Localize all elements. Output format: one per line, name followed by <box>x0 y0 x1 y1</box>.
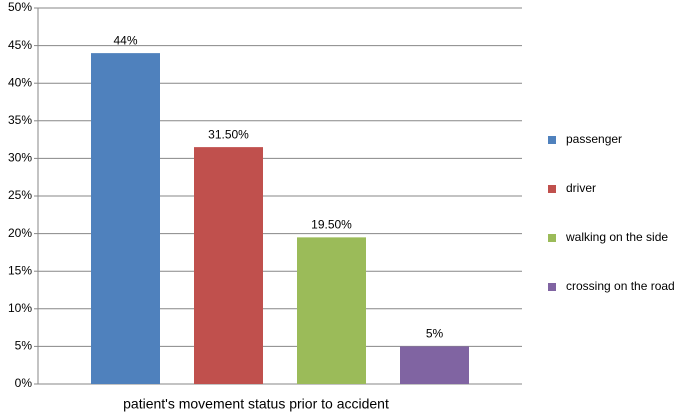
value-label: 5% <box>426 327 444 341</box>
legend-swatch <box>548 185 556 193</box>
bar <box>194 147 263 384</box>
legend-label: crossing on the road <box>566 279 675 293</box>
legend-swatch <box>548 234 556 242</box>
y-tick-label: 25% <box>8 188 32 202</box>
bar <box>91 53 160 385</box>
value-label: 31.50% <box>208 127 249 141</box>
legend-label: walking on the side <box>565 230 668 244</box>
legend-swatch <box>548 283 556 291</box>
y-tick-label: 45% <box>8 38 32 52</box>
bar <box>400 346 469 384</box>
y-tick-label: 5% <box>15 339 33 353</box>
bar <box>297 237 366 384</box>
y-tick-label: 10% <box>8 301 32 315</box>
value-label: 19.50% <box>311 218 352 232</box>
value-label: 44% <box>113 33 137 47</box>
y-tick-label: 35% <box>8 113 32 127</box>
y-tick-label: 30% <box>8 151 32 165</box>
y-tick-label: 50% <box>8 0 32 14</box>
legend-label: passenger <box>566 132 622 146</box>
y-tick-label: 15% <box>8 263 32 277</box>
legend-swatch <box>548 136 556 144</box>
y-tick-label: 40% <box>8 75 32 89</box>
legend-label: driver <box>566 181 596 195</box>
y-tick-label: 20% <box>8 226 32 240</box>
x-tick-label: patient's movement status prior to accid… <box>123 396 389 412</box>
y-tick-label: 0% <box>15 376 33 390</box>
